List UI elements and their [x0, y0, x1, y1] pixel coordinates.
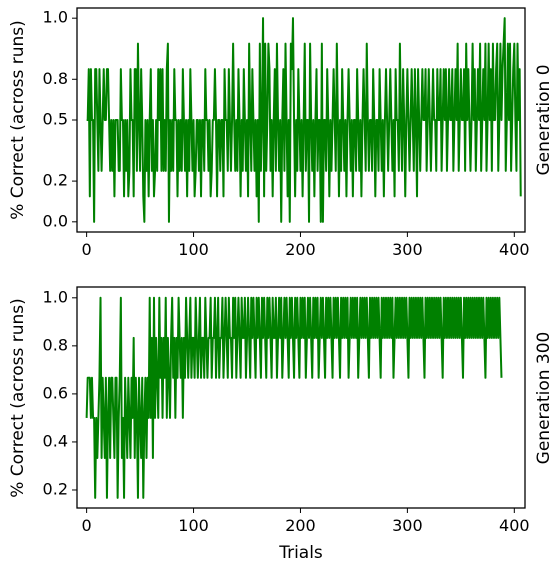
x-tick-label: 400: [499, 516, 530, 535]
series-line: [85, 296, 503, 499]
y-tick-label: 0.5: [43, 110, 68, 129]
x-tick-label: 200: [285, 240, 316, 259]
y-tick-label: 0.8: [43, 69, 68, 88]
panel-generation-300: 0 100 200 300 400 0.2 0.4 0.6 0.8 1.0 % Correct …: [8, 286, 552, 563]
y-tick-label: 0.0: [43, 211, 68, 230]
x-tick-label: 0: [82, 240, 92, 259]
y-tick-label: 1.0: [43, 8, 68, 27]
x-ticks-generation-0: 0 100 200 300 400: [82, 232, 530, 259]
x-axis-label: Trials: [278, 543, 323, 563]
side-label-generation-0: Generation 0: [534, 64, 552, 175]
y-tick-label: 0.4: [43, 431, 68, 450]
y-tick-label: 0.6: [43, 383, 68, 402]
y-ticks-generation-0: 0.0 0.2 0.5 0.8 1.0: [43, 8, 77, 230]
side-label-generation-300: Generation 300: [534, 332, 552, 465]
x-tick-label: 300: [392, 240, 423, 259]
x-ticks-generation-300: 0 100 200 300 400: [82, 508, 530, 535]
series-line: [86, 17, 522, 223]
x-tick-label: 0: [82, 516, 92, 535]
y-tick-label: 0.8: [43, 335, 68, 354]
y-tick-label: 0.2: [43, 479, 68, 498]
y-axis-label-generation-300: % Correct (across runs): [8, 298, 28, 498]
x-tick-label: 100: [178, 516, 209, 535]
x-tick-label: 200: [285, 516, 316, 535]
x-tick-label: 100: [178, 240, 209, 259]
panel-generation-0: 0 100 200 300 400 0.0 0.2 0.5 0.8 1.0 % Correct …: [8, 7, 552, 259]
x-tick-label: 400: [499, 240, 530, 259]
y-tick-label: 0.2: [43, 171, 68, 190]
x-tick-label: 300: [392, 516, 423, 535]
series-generation-0: [86, 17, 522, 223]
series-generation-300: [85, 296, 503, 499]
y-ticks-generation-300: 0.2 0.4 0.6 0.8 1.0: [43, 287, 77, 498]
y-tick-label: 1.0: [43, 287, 68, 306]
y-axis-label-generation-0: % Correct (across runs): [8, 20, 28, 220]
plot-area-generation-300: [76, 286, 526, 509]
